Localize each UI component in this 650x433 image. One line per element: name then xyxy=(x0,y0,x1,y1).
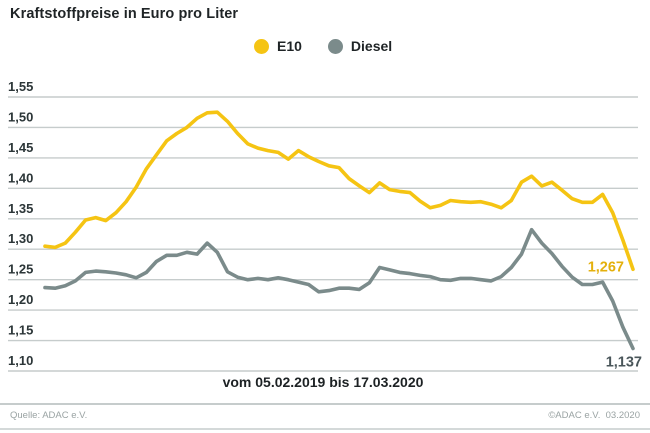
e10-color-dot-icon xyxy=(254,38,269,54)
y-tick-label: 1,55 xyxy=(8,79,33,94)
y-tick-label: 1,10 xyxy=(8,353,33,368)
footer-divider xyxy=(0,403,650,405)
bottom-border xyxy=(0,428,650,430)
y-tick-label: 1,35 xyxy=(8,201,33,216)
chart-legend: E10 Diesel xyxy=(254,38,392,54)
e10-line xyxy=(43,110,635,272)
y-tick-label: 1,50 xyxy=(8,109,33,124)
legend-label-diesel: Diesel xyxy=(350,38,393,54)
diesel-line xyxy=(43,227,635,351)
copyright-note: ©ADAC e.V. 03.2020 xyxy=(548,410,640,421)
y-tick-label: 1,20 xyxy=(8,292,33,307)
y-tick-label: 1,25 xyxy=(8,262,33,277)
legend-item-e10: E10 xyxy=(254,38,302,54)
e10-end-value: 1,267 xyxy=(588,259,624,275)
page-title: Kraftstoffpreise in Euro pro Liter xyxy=(10,6,239,22)
y-tick-label: 1,30 xyxy=(8,231,33,246)
diesel-end-value: 1,137 xyxy=(606,354,642,370)
y-tick-label: 1,15 xyxy=(8,323,33,338)
y-tick-label: 1,40 xyxy=(8,170,33,185)
legend-item-diesel: Diesel xyxy=(327,38,393,54)
legend-label-e10: E10 xyxy=(277,38,302,54)
x-axis-range-label: vom 05.02.2019 bis 17.03.2020 xyxy=(222,374,424,390)
source-note: Quelle: ADAC e.V. xyxy=(10,410,88,421)
y-tick-label: 1,45 xyxy=(8,140,33,155)
diesel-color-dot-icon xyxy=(327,38,343,54)
